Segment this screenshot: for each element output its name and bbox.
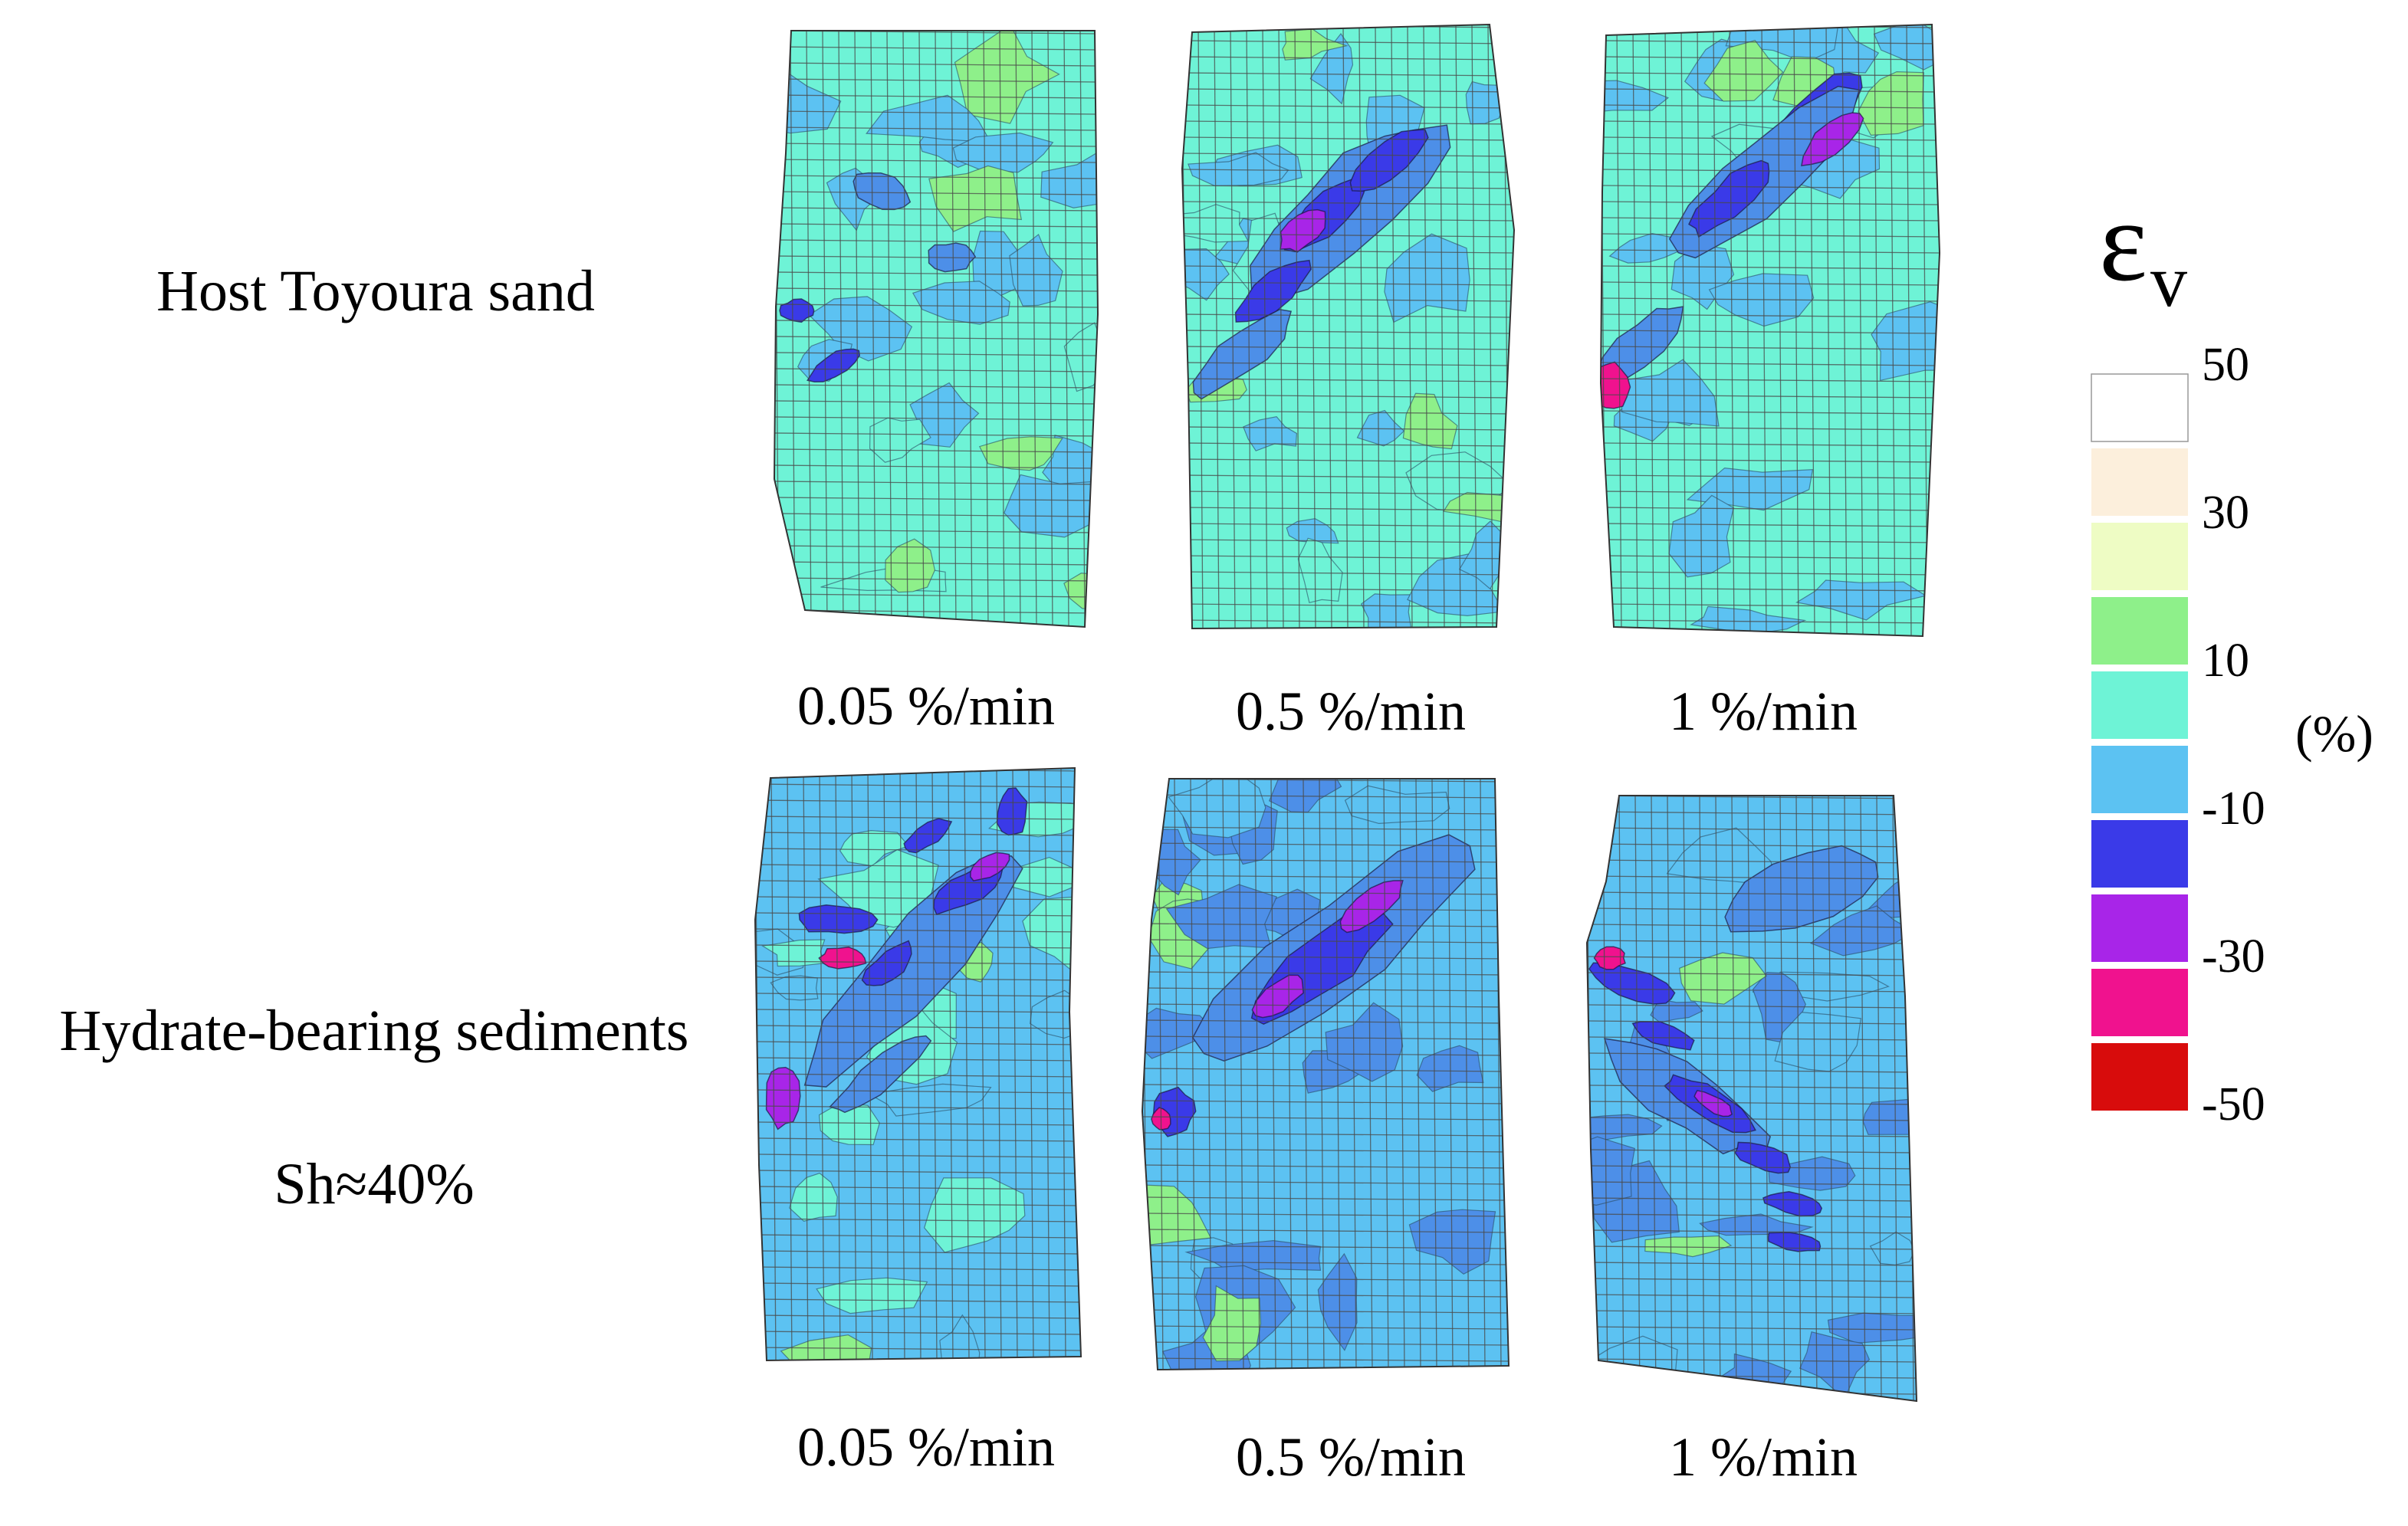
contour-patch — [1402, 392, 1458, 450]
contour-patch — [1360, 593, 1412, 628]
specimen-panel-hydrate-0-5 — [1141, 778, 1510, 1371]
legend-subscript: v — [2150, 240, 2187, 322]
contour-patch — [1142, 1183, 1212, 1248]
specimen-panel-hydrate-0-05 — [754, 766, 1082, 1362]
strain-localization — [1767, 1232, 1822, 1252]
contour-patch — [1768, 1156, 1856, 1191]
contour-patch — [1182, 248, 1230, 301]
legend-tick-label: 10 — [2202, 635, 2249, 687]
rate-label-host-1: 1 %/min — [1669, 681, 1858, 742]
rate-label-hydrate-1: 1 %/min — [1669, 1426, 1858, 1488]
contour-patch — [1869, 1231, 1915, 1266]
contour-patch — [1608, 232, 1680, 264]
legend-tick-label: -50 — [2202, 1078, 2265, 1131]
specimen-panel-hydrate-1 — [1585, 795, 1918, 1403]
legend-unit: (%) — [2295, 704, 2374, 763]
contour-patch — [808, 296, 913, 362]
strain-localization — [903, 818, 953, 854]
strain-localization — [996, 787, 1028, 836]
legend-swatch — [2091, 969, 2188, 1036]
contour-patch — [1282, 28, 1349, 61]
strain-localization — [1234, 259, 1312, 323]
strain-localization — [1593, 946, 1626, 970]
legend-swatch — [2091, 746, 2188, 813]
strain-localization — [1631, 1021, 1695, 1051]
contour-patch — [1774, 1012, 1861, 1072]
specimen-outline — [1585, 795, 1918, 1403]
contour-patch — [1344, 785, 1450, 825]
specimen-outline — [1599, 23, 1941, 638]
row-sublabel-saturation: Sh≈40% — [274, 1152, 474, 1216]
contour-patch — [869, 417, 931, 463]
contour-patch — [1009, 233, 1063, 307]
legend-tick-label: 30 — [2202, 487, 2249, 539]
legend-swatch — [2091, 894, 2188, 962]
specimen-outline — [773, 30, 1099, 628]
contour-patch — [952, 132, 1054, 173]
strain-localization — [1251, 974, 1304, 1019]
specimen-panel-host-0-05 — [773, 30, 1099, 628]
specimen-outline — [1141, 778, 1510, 1371]
contour-patch — [1871, 301, 1940, 382]
legend-swatch — [2091, 523, 2188, 590]
strain-localization — [798, 904, 879, 934]
strain-localization — [806, 348, 861, 383]
rate-label-host-0-5: 0.5 %/min — [1236, 681, 1466, 742]
legend-swatch — [2091, 448, 2188, 516]
contour-patch — [954, 31, 1060, 124]
strain-localization — [861, 940, 912, 986]
strain-localization — [852, 172, 912, 211]
contour-patch — [1182, 204, 1249, 243]
contour-patch — [1408, 1209, 1496, 1275]
legend-swatch — [2091, 373, 2189, 442]
contour-patch — [1243, 415, 1298, 451]
contour-patch — [761, 939, 826, 967]
legend-swatch — [2091, 597, 2188, 665]
contour-patch — [1168, 779, 1266, 838]
legend-symbol: εv — [2099, 178, 2187, 322]
legend-swatch — [2091, 1043, 2188, 1111]
contour-patch — [1644, 1235, 1733, 1258]
contour-patch — [1587, 1136, 1635, 1206]
contour-patch — [1799, 1331, 1871, 1400]
legend-tick-label: 50 — [2202, 339, 2249, 391]
specimen-outline — [754, 766, 1082, 1362]
specimen-outline — [1181, 23, 1516, 630]
specimen-fill — [1182, 25, 1514, 628]
rate-label-host-0-05: 0.05 %/min — [797, 675, 1055, 737]
legend-tick-label: -30 — [2202, 930, 2265, 983]
row-label-hydrate-sediments: Hydrate-bearing sediments — [60, 999, 689, 1063]
rate-label-hydrate-0-5: 0.5 %/min — [1236, 1426, 1466, 1488]
contour-patch — [1004, 474, 1098, 538]
strain-localization — [1192, 309, 1293, 400]
rate-label-hydrate-0-05: 0.05 %/min — [797, 1416, 1055, 1478]
strain-localization — [1693, 1089, 1733, 1117]
legend-swatch — [2091, 671, 2188, 739]
legend-swatch — [2091, 820, 2188, 888]
specimen-panel-host-1 — [1599, 23, 1941, 638]
contour-patch — [1317, 1252, 1358, 1351]
contour-patch — [1458, 520, 1505, 590]
legend-tick-label: -10 — [2202, 783, 2265, 835]
contour-patch — [1184, 1239, 1322, 1272]
specimen-panel-host-0-5 — [1181, 23, 1516, 630]
row-label-host-sand: Host Toyoura sand — [156, 259, 595, 323]
contour-patch — [1827, 1312, 1917, 1344]
contour-patch — [780, 1334, 872, 1360]
color-legend: εv 50 30 10 -10 -30 -50 (%) — [2091, 178, 2374, 1131]
contour-patch — [789, 1173, 838, 1222]
